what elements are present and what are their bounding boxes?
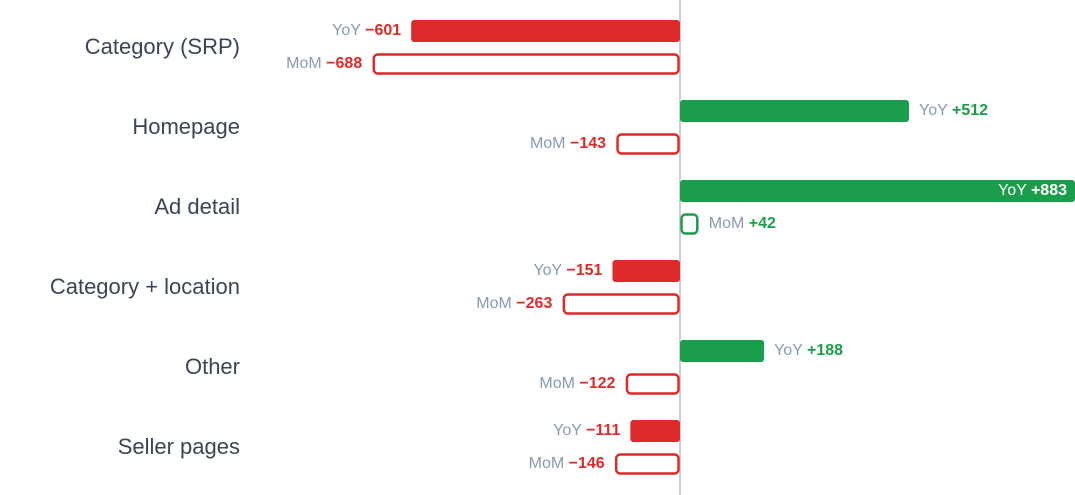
value-label: MoM −143 xyxy=(530,135,606,152)
value-text: −688 xyxy=(326,55,362,72)
series-name: YoY xyxy=(774,342,803,359)
value-label: MoM −263 xyxy=(476,295,552,312)
value-text: −151 xyxy=(566,262,602,279)
category-label: Ad detail xyxy=(154,194,240,219)
bar-outline xyxy=(616,133,680,155)
series-name: MoM xyxy=(476,295,512,312)
series-name: YoY xyxy=(919,102,948,119)
value-label: MoM −122 xyxy=(539,375,615,392)
bar-outline xyxy=(562,293,680,315)
bar-outline xyxy=(625,373,680,395)
bar xyxy=(680,180,1075,202)
value-label: YoY +512 xyxy=(919,102,988,119)
series-name: MoM xyxy=(529,455,565,472)
value-text: −601 xyxy=(365,22,401,39)
value-label: MoM −146 xyxy=(529,455,605,472)
series-name: YoY xyxy=(998,182,1027,199)
category-label: Category + location xyxy=(50,274,240,299)
category-label: Homepage xyxy=(132,114,240,139)
series-name: MoM xyxy=(286,55,322,72)
value-label: YoY −151 xyxy=(533,262,602,279)
value-text: −143 xyxy=(570,135,606,152)
bar xyxy=(411,20,680,42)
series-name: MoM xyxy=(539,375,575,392)
value-label: MoM +42 xyxy=(709,215,776,232)
bar xyxy=(680,100,910,122)
value-text: −146 xyxy=(569,455,605,472)
value-text: −122 xyxy=(579,375,615,392)
value-label: MoM −688 xyxy=(286,55,362,72)
bar-outline xyxy=(680,213,699,235)
category-label: Other xyxy=(185,354,240,379)
bar-outline xyxy=(614,453,680,475)
value-text: +188 xyxy=(807,342,843,359)
category-label: Category (SRP) xyxy=(85,34,240,59)
bar-outline xyxy=(372,53,680,75)
series-name: YoY xyxy=(533,262,562,279)
series-name: MoM xyxy=(530,135,566,152)
value-label: YoY −111 xyxy=(553,422,620,439)
value-label: YoY +188 xyxy=(774,342,843,359)
value-text: +512 xyxy=(952,102,988,119)
value-label: YoY −601 xyxy=(332,22,401,39)
bar xyxy=(680,340,765,362)
bar xyxy=(630,420,680,442)
value-text: −111 xyxy=(586,422,620,439)
bar xyxy=(612,260,680,282)
value-text: +883 xyxy=(1031,182,1067,199)
series-name: YoY xyxy=(553,422,582,439)
series-name: MoM xyxy=(709,215,745,232)
series-name: YoY xyxy=(332,22,361,39)
category-label: Seller pages xyxy=(118,434,240,459)
value-text: −263 xyxy=(516,295,552,312)
value-text: +42 xyxy=(749,215,776,232)
value-label: YoY +883 xyxy=(998,182,1067,199)
